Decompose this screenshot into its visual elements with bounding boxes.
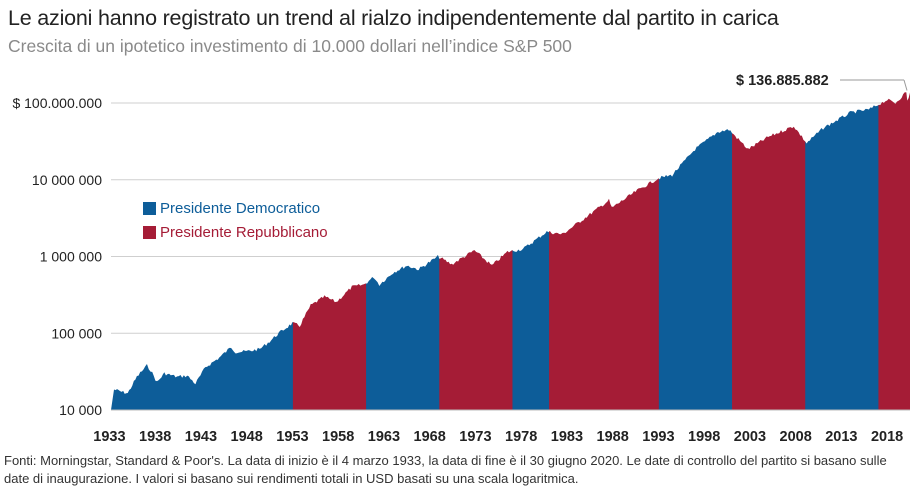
x-tick-label: 2008 <box>780 429 812 445</box>
term-band-democratic <box>805 92 879 410</box>
x-tick-label: 1968 <box>414 429 446 445</box>
x-tick-label: 1978 <box>505 429 537 445</box>
legend-item-republican: Presidente Repubblicano <box>143 220 328 244</box>
term-band-republican <box>878 92 910 410</box>
x-tick-label: 1933 <box>93 429 125 445</box>
x-tick-label: 1983 <box>551 429 583 445</box>
y-tick-label: 10 000 <box>59 402 102 418</box>
y-axis-ticks: 10 000 100 000 1 000 000 10 000 000 $ 100.00… <box>12 95 102 418</box>
y-tick-label: $ 100.000.000 <box>12 95 102 111</box>
x-tick-label: 1973 <box>459 429 491 445</box>
annotation-label: $ 136.885.882 <box>736 73 829 89</box>
legend-label-republican: Presidente Repubblicano <box>160 223 328 241</box>
x-tick-label: 1938 <box>139 429 171 445</box>
x-tick-label: 2018 <box>871 429 903 445</box>
annotation-leader <box>903 79 908 91</box>
y-tick-label: 1 000 000 <box>40 249 102 265</box>
end-value-annotation: $ 136.885.882 <box>736 73 908 91</box>
x-tick-label: 2003 <box>734 429 766 445</box>
x-tick-label: 1988 <box>597 429 629 445</box>
y-tick-label: 10 000 000 <box>32 172 102 188</box>
x-tick-label: 1953 <box>276 429 308 445</box>
legend-label-democratic: Presidente Democratico <box>160 199 321 217</box>
legend-item-democratic: Presidente Democratico <box>143 196 328 220</box>
footnote: Fonti: Morningstar, Standard & Poor's. L… <box>4 453 887 486</box>
chart-title: Le azioni hanno registrato un trend al r… <box>8 6 779 30</box>
term-band-republican <box>439 92 513 410</box>
chart-subtitle: Crescita di un ipotetico investimento di… <box>8 36 572 56</box>
term-band-democratic <box>658 92 733 410</box>
legend-swatch-republican <box>143 225 156 239</box>
legend: Presidente Democratico Presidente Repubb… <box>143 196 328 244</box>
x-axis-ticks: 1933 1938 1943 1948 1953 1958 1963 1968 1973 1978… <box>93 429 903 445</box>
x-tick-label: 1998 <box>688 429 720 445</box>
x-tick-label: 1993 <box>642 429 674 445</box>
x-tick-label: 1963 <box>368 429 400 445</box>
term-band-republican <box>732 92 806 410</box>
legend-swatch-democratic <box>143 201 156 215</box>
x-tick-label: 1948 <box>231 429 263 445</box>
term-band-republican <box>549 92 660 410</box>
x-tick-label: 2013 <box>825 429 857 445</box>
y-tick-label: 100 000 <box>51 325 102 341</box>
term-band-democratic <box>366 92 440 410</box>
x-tick-label: 1943 <box>185 429 217 445</box>
x-tick-label: 1958 <box>322 429 354 445</box>
term-band-democratic <box>512 92 550 410</box>
